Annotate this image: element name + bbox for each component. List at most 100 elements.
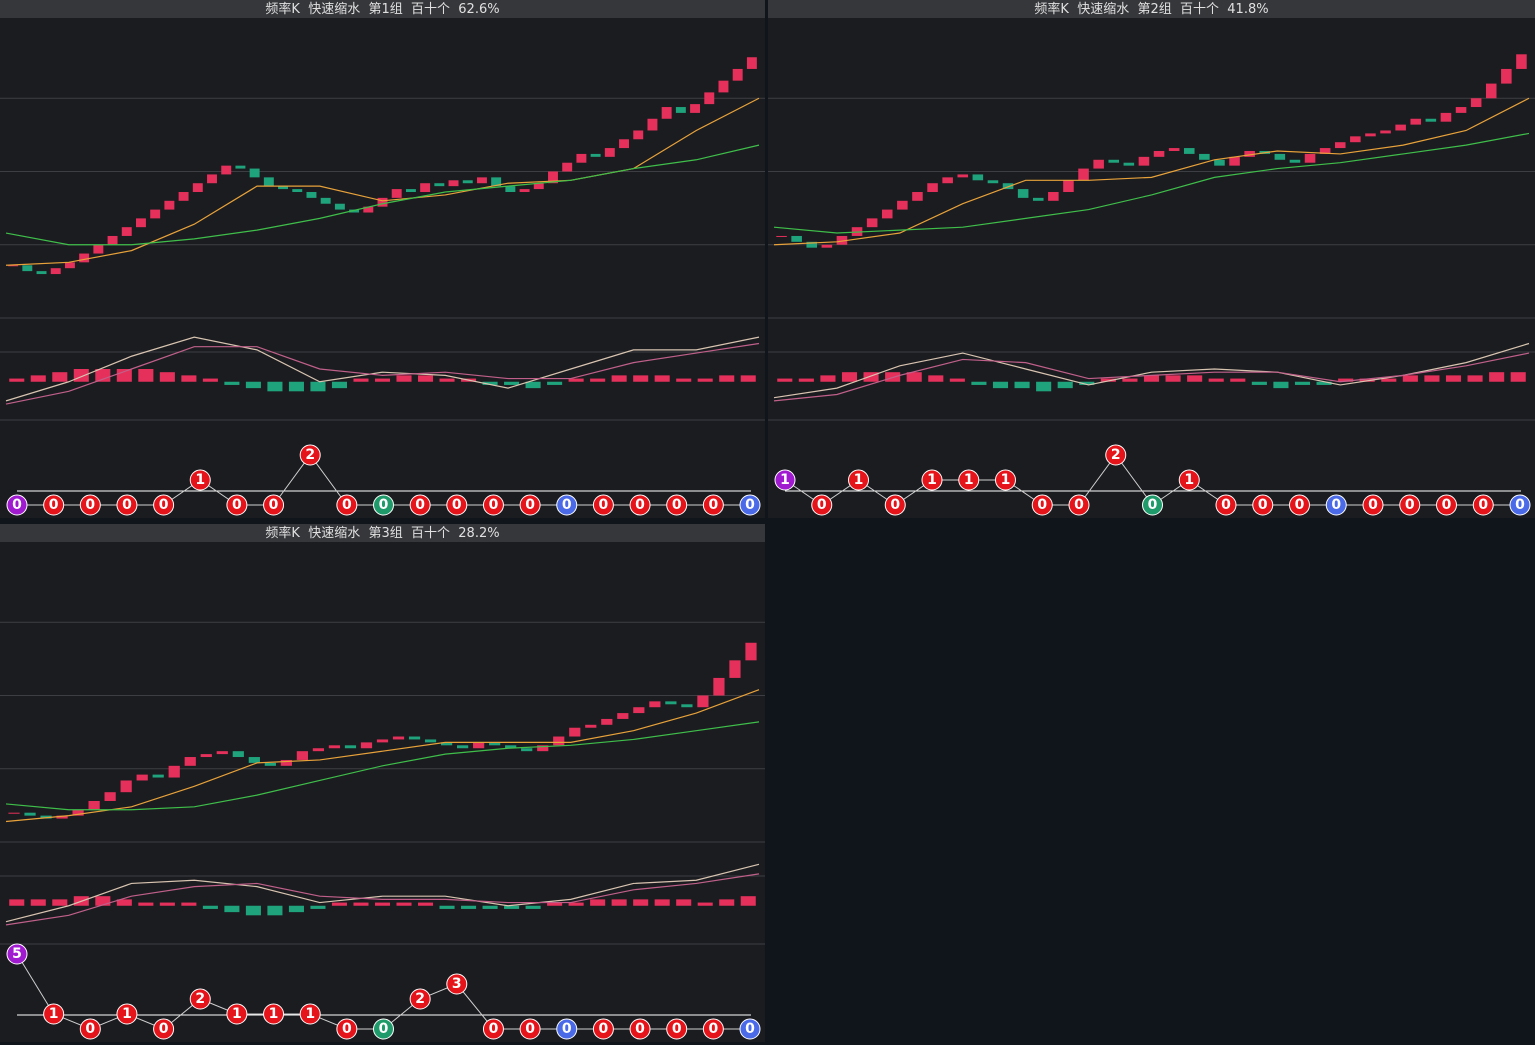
ball — [958, 469, 980, 491]
panel-title: 频率K 快速缩水 第1组 百十个 62.6% — [265, 1, 499, 17]
macd-bar — [224, 905, 240, 913]
macd-bar — [1014, 381, 1030, 389]
macd-bar — [590, 378, 606, 382]
macd-bar — [331, 902, 348, 906]
candle — [1425, 118, 1437, 122]
ma-slow — [5, 144, 760, 246]
ball — [702, 1018, 724, 1040]
macd-bar — [116, 899, 132, 906]
ball — [336, 1018, 358, 1040]
macd-bar — [52, 372, 68, 382]
candle — [704, 92, 715, 105]
macd-bar — [719, 375, 735, 382]
candle — [104, 792, 116, 801]
candle — [296, 751, 309, 760]
macd-bar — [95, 369, 111, 382]
candle — [647, 118, 658, 131]
ma-fast — [5, 689, 760, 823]
ball — [702, 494, 724, 516]
candle — [533, 183, 544, 190]
candle — [473, 742, 485, 749]
macd-bar — [396, 902, 412, 906]
candle — [88, 800, 100, 810]
macd-bar — [9, 378, 25, 382]
ball-label: 0 — [49, 497, 59, 513]
ma-fast — [773, 97, 1530, 246]
candle — [22, 265, 33, 272]
candle — [505, 186, 516, 193]
candle — [957, 174, 969, 178]
candle — [476, 177, 487, 184]
ball-label: 0 — [672, 497, 682, 513]
candle — [178, 192, 189, 201]
ball — [1178, 469, 1200, 491]
candle — [537, 745, 549, 752]
macd-bar — [1057, 381, 1073, 389]
macd-bar — [740, 896, 756, 906]
candle — [184, 757, 196, 766]
macd-bar — [992, 381, 1009, 389]
ball-label: 0 — [342, 1021, 352, 1037]
ball — [1031, 494, 1053, 516]
macd-bar — [30, 375, 46, 382]
candle — [649, 701, 661, 708]
candle — [192, 183, 203, 193]
candle — [377, 197, 388, 207]
ball — [226, 494, 248, 516]
macd-bar — [633, 375, 649, 382]
candle — [776, 235, 787, 237]
macd-bar — [525, 905, 541, 909]
ball — [629, 494, 651, 516]
ball-label: 0 — [525, 497, 535, 513]
macd-bar — [181, 375, 197, 382]
ball — [666, 494, 688, 516]
ball-label: 0 — [745, 1021, 755, 1037]
candle — [1168, 148, 1180, 151]
candle — [1229, 156, 1240, 166]
candle — [135, 218, 146, 228]
candle — [519, 189, 530, 193]
ball-label: 0 — [1478, 497, 1488, 513]
candle — [405, 189, 416, 193]
macd-bar — [547, 902, 563, 906]
candle — [665, 701, 677, 705]
candle — [836, 235, 848, 245]
candle — [1017, 189, 1029, 198]
candle — [1470, 98, 1482, 108]
candle — [1334, 142, 1346, 149]
ball-label: 0 — [1331, 497, 1341, 513]
macd-bar — [654, 375, 670, 382]
macd-bar — [863, 372, 879, 382]
macd-bar — [267, 905, 283, 916]
ball-label: 0 — [635, 1021, 645, 1037]
candle — [1108, 159, 1120, 163]
candle — [248, 757, 260, 763]
candle — [562, 162, 573, 172]
candle — [164, 200, 175, 210]
ball — [116, 1003, 138, 1025]
candle — [120, 780, 132, 793]
candle — [675, 107, 686, 113]
ball-label: 0 — [708, 497, 718, 513]
candle — [633, 130, 644, 140]
ball-label: 1 — [122, 1006, 132, 1022]
ball-label: 0 — [342, 497, 352, 513]
candle — [972, 174, 984, 181]
macd-bar — [439, 378, 455, 382]
ball-label: 0 — [1442, 497, 1452, 513]
candle — [1485, 83, 1497, 99]
ball — [1289, 494, 1310, 516]
ball-label: 0 — [672, 1021, 682, 1037]
macd-bar — [310, 381, 326, 392]
candle — [1153, 150, 1165, 157]
macd-bar — [245, 381, 261, 389]
candle — [745, 642, 757, 661]
ball — [263, 1003, 285, 1025]
dif-line — [5, 336, 760, 402]
candle — [448, 180, 459, 187]
candle — [1123, 162, 1135, 166]
macd-bar — [9, 899, 25, 906]
macd-bar — [949, 378, 965, 382]
ball — [336, 494, 358, 516]
